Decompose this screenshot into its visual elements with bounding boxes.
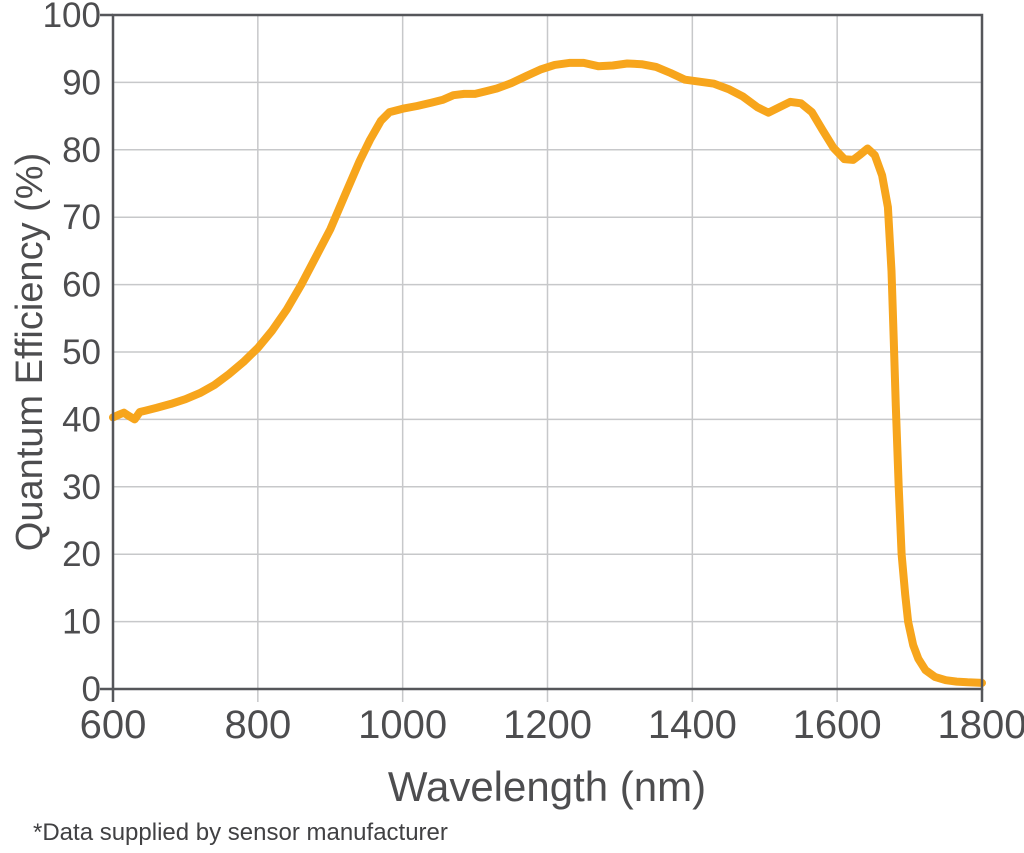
- qe-curve-layer: [109, 58, 986, 687]
- x-tick-label-1000: 1000: [358, 703, 447, 747]
- y-axis-title: Quantum Efficiency (%): [9, 153, 51, 551]
- plot-border: [111, 13, 984, 691]
- y-tick-label-60: 60: [62, 266, 101, 305]
- x-tick-label-800: 800: [224, 703, 291, 747]
- x-axis-title: Wavelength (nm): [388, 763, 706, 810]
- y-tick-label-20: 20: [62, 535, 101, 574]
- y-tick-label-40: 40: [62, 400, 101, 439]
- x-tick-label-1200: 1200: [503, 703, 592, 747]
- qe-curve: [109, 58, 986, 687]
- y-tick-label-90: 90: [62, 63, 101, 102]
- y-tick-label-80: 80: [62, 131, 101, 170]
- x-tick-label-1800: 1800: [938, 703, 1024, 747]
- y-tick-label-50: 50: [62, 333, 101, 372]
- x-tick-label-1600: 1600: [793, 703, 882, 747]
- y-tick-label-30: 30: [62, 468, 101, 507]
- y-tick-label-10: 10: [62, 603, 101, 642]
- plot-frame: [100, 13, 984, 702]
- y-tick-label-70: 70: [62, 198, 101, 237]
- x-tick-label-600: 600: [80, 703, 147, 747]
- y-tick-label-100: 100: [43, 0, 101, 35]
- tick-labels: 600 800 1000 1200 1400 1600 1800 0 10 20 30 40 50 60 7…: [43, 0, 1024, 747]
- gridlines: [113, 15, 982, 702]
- x-tick-label-1400: 1400: [648, 703, 737, 747]
- y-tick-label-0: 0: [82, 670, 101, 709]
- footnote: *Data supplied by sensor manufacturer: [33, 819, 448, 846]
